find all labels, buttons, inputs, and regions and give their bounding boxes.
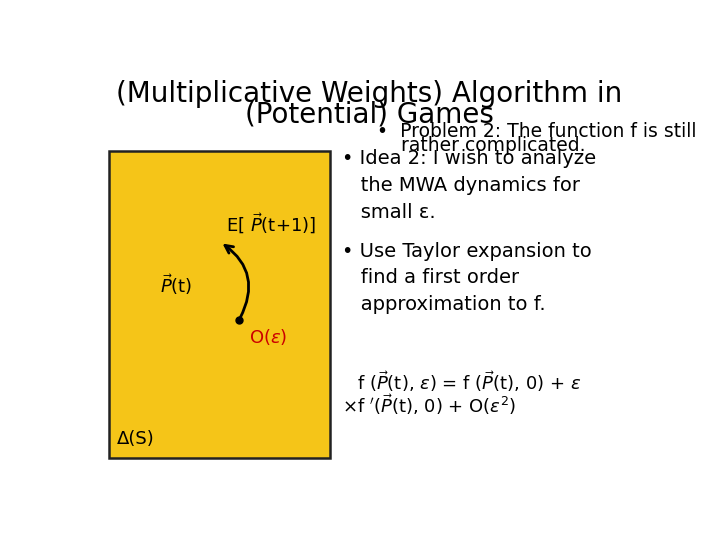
Text: f ($\vec{P}$(t), $\varepsilon$) = f ($\vec{P}$(t), 0) + $\varepsilon$: f ($\vec{P}$(t), $\varepsilon$) = f ($\v…: [357, 369, 582, 394]
Text: • Idea 2: I wish to analyze
   the MWA dynamics for
   small ε.: • Idea 2: I wish to analyze the MWA dyna…: [342, 150, 596, 221]
Text: $\times$f $'$($\vec{P}$(t), 0) + O($\varepsilon^2$): $\times$f $'$($\vec{P}$(t), 0) + O($\var…: [342, 392, 516, 417]
Text: $\vec{P}$(t): $\vec{P}$(t): [160, 272, 192, 296]
Text: •  Problem 2: The function f is still: • Problem 2: The function f is still: [377, 122, 696, 141]
Text: (Potential) Games: (Potential) Games: [245, 101, 493, 129]
Text: O($\varepsilon$): O($\varepsilon$): [249, 327, 287, 347]
Text: rather complicated.: rather complicated.: [377, 136, 585, 154]
Bar: [109, 151, 330, 457]
Text: Δ(S): Δ(S): [117, 430, 155, 448]
Text: (Multiplicative Weights) Algorithm in: (Multiplicative Weights) Algorithm in: [116, 80, 622, 108]
Text: E[ $\vec{P}$(t+1)]: E[ $\vec{P}$(t+1)]: [225, 211, 316, 236]
FancyArrowPatch shape: [225, 245, 248, 318]
Text: • Use Taylor expansion to
   find a first order
   approximation to f.: • Use Taylor expansion to find a first o…: [342, 242, 592, 314]
